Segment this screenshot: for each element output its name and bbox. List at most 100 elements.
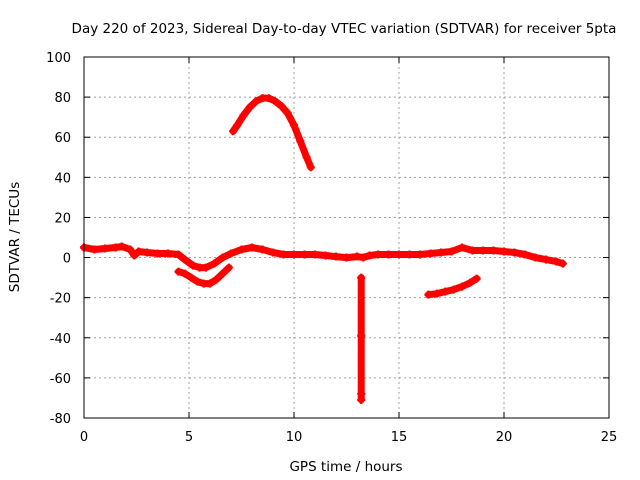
y-tick-label: 40 (54, 171, 71, 186)
data-point (405, 250, 414, 259)
data-point (164, 249, 172, 258)
data-point (174, 267, 183, 276)
data-point (558, 259, 567, 268)
x-axis-label: GPS time / hours (289, 459, 402, 475)
data-point (357, 331, 366, 340)
data-point (271, 97, 280, 106)
y-tick-label: 80 (54, 91, 71, 106)
data-point (174, 250, 183, 259)
data-point (193, 277, 202, 286)
data-point (437, 248, 445, 257)
data-point (227, 249, 235, 258)
data-point (489, 246, 498, 255)
series-line (80, 243, 567, 272)
data-point (500, 247, 508, 256)
data-point (237, 245, 246, 254)
data-point (302, 153, 311, 162)
data-point (359, 253, 368, 262)
data-point (311, 250, 319, 259)
data-point (90, 245, 99, 254)
data-point (306, 163, 315, 172)
data-point (206, 279, 214, 288)
data-point (248, 243, 256, 252)
axis-ticks (83, 56, 610, 419)
data-point (426, 249, 435, 258)
data-point (466, 278, 475, 287)
series-high-arc (229, 94, 315, 172)
data-point (441, 287, 450, 296)
data-point (531, 253, 540, 262)
data-point (245, 103, 254, 112)
data-point (101, 244, 109, 253)
data-point (300, 250, 309, 259)
data-point (283, 109, 292, 118)
y-tick-label: -80 (50, 412, 71, 427)
series-dip-arc (174, 263, 233, 288)
data-point (279, 250, 288, 259)
data-point (233, 121, 242, 130)
data-point (218, 253, 227, 262)
data-point (552, 257, 561, 266)
data-point (424, 290, 433, 299)
data-point (458, 282, 466, 291)
data-point (180, 255, 189, 264)
data-point (264, 94, 273, 103)
series-line (229, 94, 315, 171)
data-point (510, 248, 519, 257)
data-point (224, 263, 233, 272)
series-main-band (80, 242, 567, 272)
data-point (239, 111, 248, 120)
y-axis-label: SDTVAR / TECUs (7, 182, 23, 292)
plot-frame (83, 56, 610, 419)
data-point (472, 274, 481, 283)
data-point (432, 289, 441, 298)
data-point (130, 251, 139, 260)
data-point (229, 127, 238, 136)
data-series (80, 94, 567, 404)
y-axis-tick-labels: -80 -60 -40 -20 0 20 40 60 80 100 (46, 51, 71, 427)
y-tick-label: 0 (63, 252, 71, 267)
data-point (189, 261, 198, 270)
data-point (542, 255, 550, 264)
data-point (153, 249, 162, 258)
data-point (468, 246, 477, 255)
data-point (290, 250, 298, 259)
data-point (342, 253, 351, 262)
data-point (126, 245, 135, 254)
y-tick-label: 100 (46, 51, 71, 66)
x-tick-label: 25 (601, 430, 618, 445)
data-point (395, 250, 403, 259)
data-point (374, 250, 382, 259)
y-tick-label: 60 (54, 131, 71, 146)
data-point (117, 242, 126, 251)
x-tick-label: 20 (496, 430, 513, 445)
x-axis-tick-labels: 0 5 10 15 20 25 (80, 430, 617, 445)
y-tick-label: -40 (50, 332, 71, 347)
y-tick-label: -60 (50, 372, 71, 387)
data-point (384, 250, 393, 259)
series-low-arc (424, 274, 481, 299)
data-point (458, 243, 466, 252)
data-point (180, 269, 189, 278)
y-tick-label: -20 (50, 292, 71, 307)
data-point (321, 251, 330, 260)
grid-lines (84, 57, 609, 418)
data-point (357, 273, 366, 282)
x-tick-label: 10 (286, 430, 303, 445)
data-point (252, 97, 261, 106)
data-point (449, 285, 458, 294)
data-point (134, 247, 143, 256)
data-point (210, 259, 219, 268)
data-point (201, 263, 210, 272)
data-point (212, 275, 221, 284)
data-point (258, 245, 267, 254)
data-point (290, 121, 298, 130)
data-point (447, 247, 456, 256)
data-point (479, 246, 487, 255)
x-tick-label: 5 (185, 430, 193, 445)
data-point (269, 248, 277, 257)
chart-title: Day 220 of 2023, Sidereal Day-to-day VTE… (72, 21, 617, 37)
data-point (332, 252, 340, 261)
data-point (521, 250, 529, 259)
